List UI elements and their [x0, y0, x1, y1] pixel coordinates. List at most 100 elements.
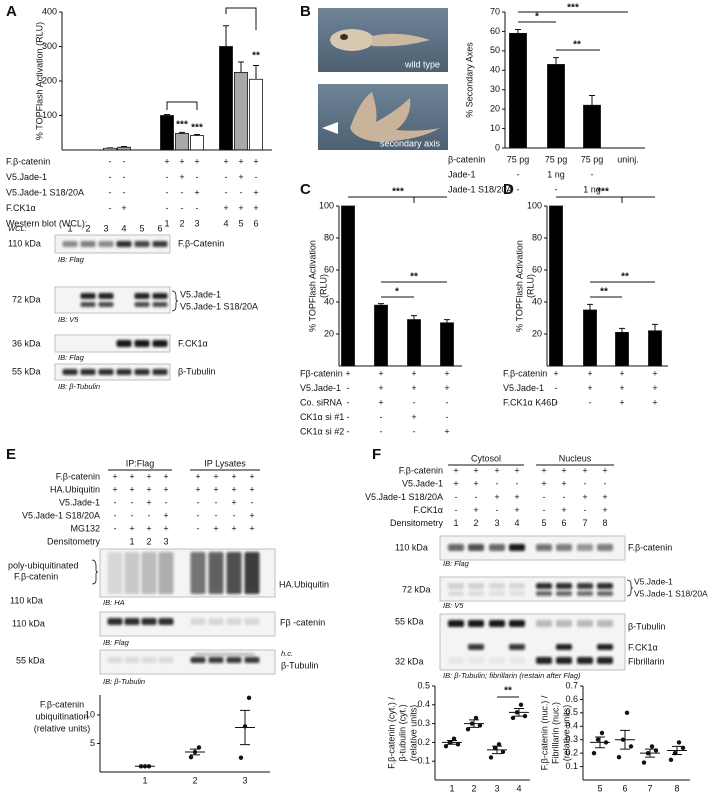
condition-cell: - — [181, 203, 184, 213]
condition-cell: + — [231, 484, 236, 494]
condition-cell: uninj. — [617, 154, 639, 164]
significance-label: * — [535, 12, 539, 23]
blot-band — [190, 657, 206, 663]
condition-cell: + — [514, 505, 519, 515]
condition-cell: - — [496, 479, 499, 489]
y-tick-label: 0.1 — [417, 756, 430, 766]
blot-band — [468, 591, 484, 596]
brace — [91, 559, 99, 585]
blot-label: 110 kDa — [10, 595, 43, 605]
y-tick-label: 200 — [42, 75, 57, 85]
blot-band — [134, 302, 150, 307]
condition-cell: - — [543, 505, 546, 515]
data-point — [510, 715, 516, 721]
blot-band — [597, 544, 613, 551]
blot-band — [152, 293, 168, 299]
condition-label: F.CK1α K46D — [503, 397, 558, 407]
condition-cell: + — [163, 523, 168, 533]
blot-band — [226, 657, 242, 663]
blot-label: IB: β-Tubulin; fibrillarin (restain afte… — [443, 671, 581, 680]
condition-cell: + — [514, 465, 519, 475]
condition-cell: - — [123, 187, 126, 197]
y-tick-label: 80 — [324, 232, 334, 242]
condition-cell: + — [378, 383, 383, 393]
error-bar — [587, 303, 593, 310]
blot-band — [152, 340, 168, 347]
condition-cell: + — [194, 187, 199, 197]
y-tick-label: 60 — [532, 264, 542, 274]
condition-cell: + — [587, 383, 592, 393]
condition-cell: + — [223, 203, 228, 213]
blot-label: 110 kDa — [8, 238, 41, 248]
error-bar — [223, 25, 229, 47]
bar — [219, 46, 233, 151]
y-tick-label: 5 — [90, 738, 95, 748]
condition-cell: 1 ng — [583, 184, 601, 194]
bar — [249, 78, 263, 151]
blot-band — [489, 544, 505, 551]
y-axis-label: (RLU) — [318, 274, 328, 298]
significance-label: ** — [504, 686, 512, 697]
y-axis-label: (relative units) — [561, 705, 571, 762]
y-axis-label: (relative units) — [34, 723, 91, 733]
condition-cell: + — [231, 497, 236, 507]
condition-cell: - — [380, 426, 383, 436]
condition-label: Densitometry — [390, 518, 444, 528]
condition-cell: + — [345, 368, 350, 378]
blot-band — [141, 552, 157, 594]
blot-band — [509, 544, 525, 551]
condition-cell: + — [238, 203, 243, 213]
blot-band — [98, 241, 114, 247]
condition-cell: + — [444, 383, 449, 393]
blot-band — [556, 591, 572, 596]
blot-band — [448, 657, 464, 664]
y-axis-label: β-tubulin (cyt.) — [397, 704, 407, 761]
bar — [341, 205, 355, 367]
y-tick-label: 20 — [324, 328, 334, 338]
blot-band — [80, 241, 96, 247]
condition-cell: + — [146, 471, 151, 481]
condition-label: F.β-catenin — [56, 471, 100, 481]
condition-cell: + — [213, 484, 218, 494]
lane-number: 5 — [139, 223, 144, 233]
condition-cell: 4 — [223, 218, 228, 228]
blot-band — [134, 293, 150, 299]
condition-cell: - — [251, 497, 254, 507]
blot-band — [107, 552, 123, 594]
condition-cell: - — [109, 156, 112, 166]
condition-cell: + — [553, 368, 558, 378]
blot-label: F.CK1α — [178, 338, 208, 348]
condition-cell: + — [249, 523, 254, 533]
error-bar — [652, 323, 658, 331]
error-bar — [179, 131, 185, 134]
condition-cell: - — [131, 497, 134, 507]
y-tick-label: 0.2 — [417, 737, 430, 747]
condition-cell: - — [215, 510, 218, 520]
sem-bar — [492, 745, 502, 755]
blot-label: poly-ubiquitinated — [8, 560, 79, 570]
condition-cell: 2 — [146, 536, 151, 546]
condition-cell: + — [238, 156, 243, 166]
blot-label: V5.Jade-1 — [180, 289, 221, 299]
condition-cell: 2 — [179, 218, 184, 228]
blot-band — [448, 620, 464, 627]
blot-band — [536, 657, 552, 664]
blot-band — [536, 544, 552, 551]
data-point — [188, 754, 194, 760]
condition-cell: 6 — [561, 518, 566, 528]
bar — [547, 64, 565, 149]
blot-band — [536, 620, 552, 627]
condition-cell: - — [109, 172, 112, 182]
sem-bar — [190, 748, 200, 756]
blot-band — [448, 544, 464, 551]
condition-cell: + — [223, 156, 228, 166]
condition-cell: - — [555, 184, 558, 194]
condition-cell: - — [516, 479, 519, 489]
condition-label: Jade-1 S18/20A — [448, 184, 513, 194]
blot-label: β-Tubulin — [628, 621, 665, 631]
blot-band — [208, 657, 224, 663]
condition-cell: + — [249, 471, 254, 481]
bar — [583, 309, 597, 367]
brace — [626, 579, 634, 597]
data-point — [238, 755, 244, 760]
